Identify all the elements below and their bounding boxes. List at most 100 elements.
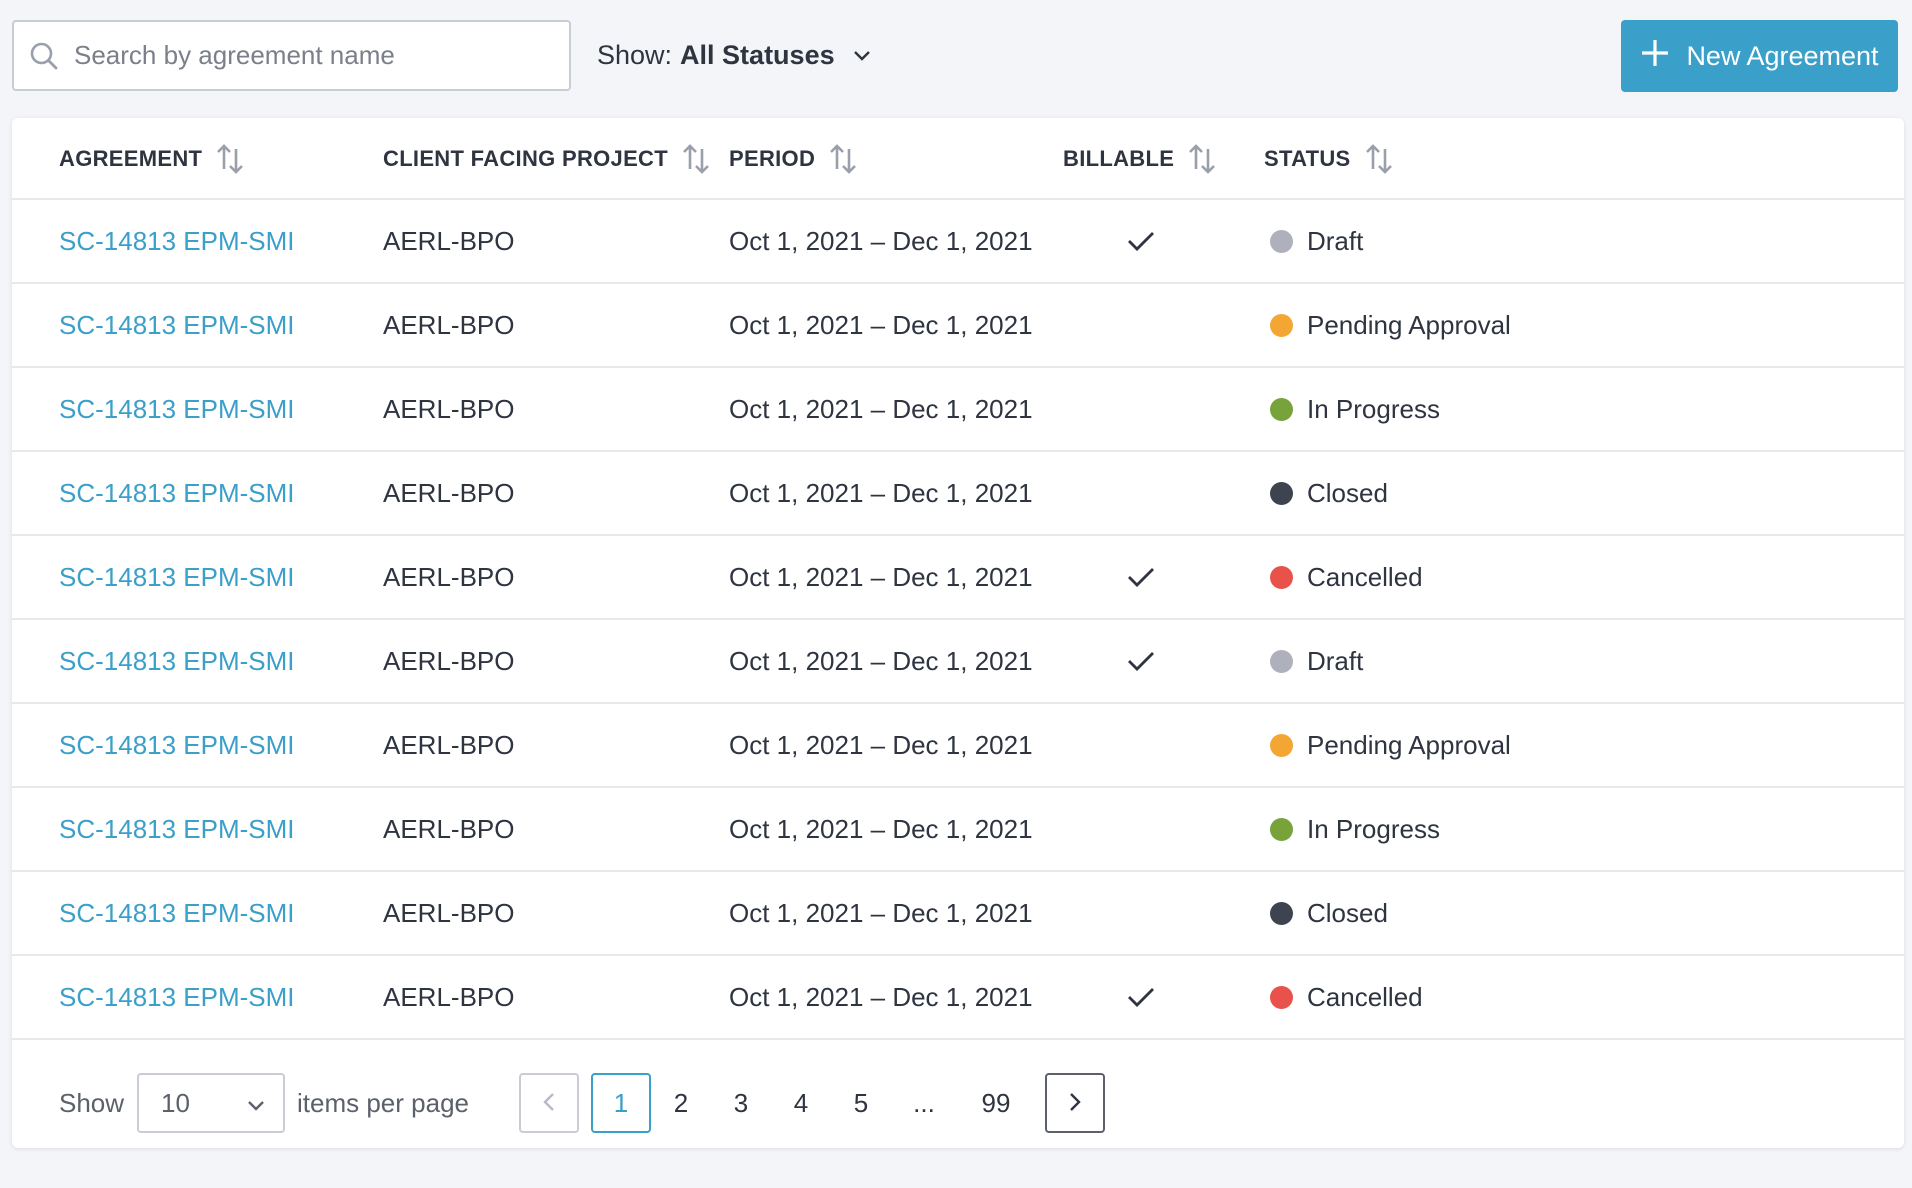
status-label: Closed (1307, 897, 1388, 928)
agreements-table: AGREEMENT CLIENT FACING PROJECT PERIOD B… (12, 118, 1904, 1148)
page-ellipsis: ... (913, 1087, 935, 1118)
agreement-link[interactable]: SC-14813 EPM-SMI (59, 477, 295, 508)
project-cell: AERL-BPO (383, 729, 515, 760)
agreement-link[interactable]: SC-14813 EPM-SMI (59, 393, 295, 424)
column-header-billable: BILLABLE (1063, 118, 1216, 200)
table-row[interactable]: SC-14813 EPM-SMI AERL-BPO Oct 1, 2021 – De… (12, 368, 1904, 452)
period-cell: Oct 1, 2021 – Dec 1, 2021 (729, 645, 1033, 676)
status-label: Closed (1307, 477, 1388, 508)
sort-icon[interactable] (1365, 143, 1393, 175)
page-number-button[interactable]: 99 (981, 1087, 1011, 1118)
table-row[interactable]: SC-14813 EPM-SMI AERL-BPO Oct 1, 2021 – De… (12, 788, 1904, 872)
search-icon (14, 22, 74, 89)
project-cell: AERL-BPO (383, 645, 515, 676)
period-cell: Oct 1, 2021 – Dec 1, 2021 (729, 729, 1033, 760)
chevron-left-icon (543, 1088, 555, 1119)
new-agreement-label: New Agreement (1686, 40, 1879, 71)
page-number-button[interactable]: 1 (591, 1073, 651, 1133)
agreement-link[interactable]: SC-14813 EPM-SMI (59, 813, 295, 844)
table-row[interactable]: SC-14813 EPM-SMI AERL-BPO Oct 1, 2021 – De… (12, 620, 1904, 704)
period-cell: Oct 1, 2021 – Dec 1, 2021 (729, 981, 1033, 1012)
items-per-page-value: 10 (161, 1087, 190, 1118)
status-cell: Draft (1270, 200, 1363, 282)
period-cell: Oct 1, 2021 – Dec 1, 2021 (729, 393, 1033, 424)
sort-icon[interactable] (1188, 143, 1216, 175)
checkmark-icon (1127, 986, 1155, 1008)
agreement-link[interactable]: SC-14813 EPM-SMI (59, 981, 295, 1012)
status-filter-value: All Statuses (680, 40, 835, 70)
status-cell: Draft (1270, 620, 1363, 702)
project-cell: AERL-BPO (383, 897, 515, 928)
table-row[interactable]: SC-14813 EPM-SMI AERL-BPO Oct 1, 2021 – De… (12, 284, 1904, 368)
status-dot (1270, 313, 1293, 337)
project-cell: AERL-BPO (383, 393, 515, 424)
status-label: In Progress (1307, 813, 1440, 844)
project-cell: AERL-BPO (383, 477, 515, 508)
status-cell: In Progress (1270, 368, 1440, 450)
plus-icon (1640, 38, 1670, 75)
agreement-link[interactable]: SC-14813 EPM-SMI (59, 225, 295, 256)
status-cell: Cancelled (1270, 536, 1423, 618)
items-per-page-select[interactable]: 10 (137, 1073, 285, 1133)
table-row[interactable]: SC-14813 EPM-SMI AERL-BPO Oct 1, 2021 – De… (12, 452, 1904, 536)
sort-icon[interactable] (682, 143, 710, 175)
table-row[interactable]: SC-14813 EPM-SMI AERL-BPO Oct 1, 2021 – De… (12, 956, 1904, 1040)
search-input[interactable] (74, 22, 569, 89)
agreement-link[interactable]: SC-14813 EPM-SMI (59, 645, 295, 676)
status-cell: In Progress (1270, 788, 1440, 870)
status-cell: Pending Approval (1270, 284, 1511, 366)
chevron-down-icon (247, 1088, 265, 1119)
status-label: Draft (1307, 225, 1364, 256)
chevron-down-icon (853, 50, 871, 62)
column-header-period: PERIOD (729, 118, 857, 200)
billable-cell (1127, 536, 1155, 618)
status-dot (1270, 481, 1293, 505)
table-row[interactable]: SC-14813 EPM-SMI AERL-BPO Oct 1, 2021 – De… (12, 200, 1904, 284)
status-dot (1270, 565, 1293, 589)
status-cell: Closed (1270, 452, 1388, 534)
status-cell: Pending Approval (1270, 704, 1511, 786)
agreement-link[interactable]: SC-14813 EPM-SMI (59, 561, 295, 592)
status-dot (1270, 649, 1293, 673)
chevron-right-icon (1069, 1088, 1081, 1119)
status-label: In Progress (1307, 393, 1440, 424)
status-dot (1270, 229, 1293, 253)
project-cell: AERL-BPO (383, 225, 515, 256)
page-number-button[interactable]: 3 (733, 1087, 749, 1118)
status-label: Pending Approval (1307, 309, 1511, 340)
status-dot (1270, 985, 1293, 1009)
status-cell: Closed (1270, 872, 1388, 954)
table-row[interactable]: SC-14813 EPM-SMI AERL-BPO Oct 1, 2021 – De… (12, 704, 1904, 788)
new-agreement-button[interactable]: New Agreement (1621, 20, 1898, 92)
checkmark-icon (1127, 230, 1155, 252)
status-filter-dropdown[interactable]: Show: All Statuses (597, 20, 871, 91)
page-number-button[interactable]: 5 (853, 1087, 869, 1118)
agreement-link[interactable]: SC-14813 EPM-SMI (59, 897, 295, 928)
agreement-link[interactable]: SC-14813 EPM-SMI (59, 729, 295, 760)
table-row[interactable]: SC-14813 EPM-SMI AERL-BPO Oct 1, 2021 – De… (12, 536, 1904, 620)
status-dot (1270, 817, 1293, 841)
table-row[interactable]: SC-14813 EPM-SMI AERL-BPO Oct 1, 2021 – De… (12, 872, 1904, 956)
toolbar: Show: All Statuses New Agreement (0, 0, 1912, 115)
next-page-button[interactable] (1045, 1073, 1105, 1133)
period-cell: Oct 1, 2021 – Dec 1, 2021 (729, 813, 1033, 844)
show-label: Show (59, 1087, 125, 1118)
column-header-project: CLIENT FACING PROJECT (383, 118, 710, 200)
page-number-button[interactable]: 2 (673, 1087, 689, 1118)
table-header: AGREEMENT CLIENT FACING PROJECT PERIOD B… (12, 118, 1904, 200)
column-header-status: STATUS (1264, 118, 1393, 200)
pagination-bar: Show 10 items per page 1 2 3 4 5... 99 (12, 1058, 1904, 1148)
search-box[interactable] (12, 20, 571, 91)
project-cell: AERL-BPO (383, 813, 515, 844)
checkmark-icon (1127, 650, 1155, 672)
column-header-label: CLIENT FACING PROJECT (383, 146, 668, 171)
status-cell: Cancelled (1270, 956, 1423, 1038)
project-cell: AERL-BPO (383, 981, 515, 1012)
prev-page-button[interactable] (519, 1073, 579, 1133)
period-cell: Oct 1, 2021 – Dec 1, 2021 (729, 309, 1033, 340)
agreement-link[interactable]: SC-14813 EPM-SMI (59, 309, 295, 340)
sort-icon[interactable] (216, 143, 244, 175)
column-header-label: PERIOD (729, 146, 816, 171)
page-number-button[interactable]: 4 (793, 1087, 809, 1118)
sort-icon[interactable] (829, 143, 857, 175)
